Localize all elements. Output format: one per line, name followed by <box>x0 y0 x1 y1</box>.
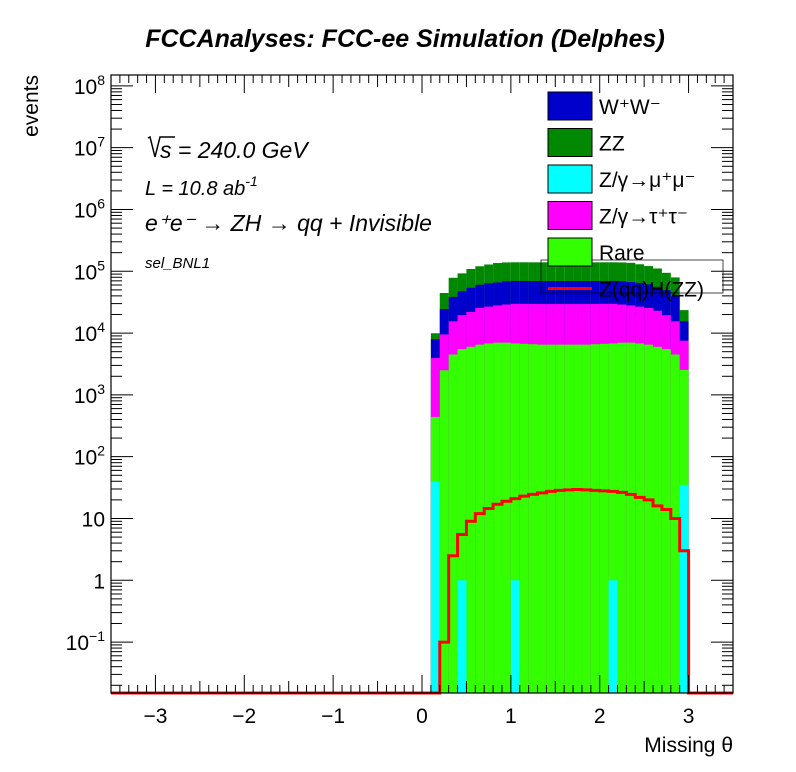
y-tick-label: 10 <box>82 508 105 531</box>
hist-bar <box>555 344 565 693</box>
hist-bar <box>626 342 636 693</box>
selection-annotation: sel_BNL1 <box>145 255 210 272</box>
lumi-annotation: L = 10.8 ab-1 <box>145 173 258 200</box>
hist-bar <box>439 370 449 693</box>
hist-bar <box>617 342 627 693</box>
hist-bar <box>493 342 502 693</box>
hist-bar <box>510 580 520 693</box>
y-tick-label: 102 <box>74 443 105 470</box>
hist-bar <box>644 344 654 693</box>
signal-line <box>111 487 733 695</box>
legend: W⁺W⁻ ZZ Z/γ→μ⁺μ⁻ Z/γ→τ⁺τ⁻ Rare Z(qq)H(ZZ) <box>540 91 724 302</box>
hist-bar <box>528 344 538 693</box>
hist-bar <box>679 484 689 693</box>
y-axis-label: events <box>20 75 43 137</box>
x-tick-label: 2 <box>594 705 606 728</box>
hist-bar <box>608 580 618 693</box>
sqrt-symbol-bar <box>147 135 175 158</box>
series-0 <box>430 481 689 693</box>
hist-bar <box>501 342 511 693</box>
legend-entry: Z(qq)H(ZZ) <box>548 279 704 302</box>
x-tick-label: −3 <box>143 705 167 728</box>
legend-swatch <box>547 91 593 121</box>
x-tick-label: −2 <box>232 705 256 728</box>
legend-label: Rare <box>599 242 645 265</box>
hist-bar <box>484 343 494 693</box>
hist-bar <box>519 343 529 693</box>
hist-bar <box>457 580 467 693</box>
y-tick-label: 108 <box>74 72 105 99</box>
hist-bar <box>448 354 458 693</box>
hist-bar <box>537 344 547 693</box>
hist-bar <box>475 344 485 693</box>
legend-label: Z/γ→μ⁺μ⁻ <box>599 169 696 192</box>
hist-bar <box>590 344 600 693</box>
legend-swatch <box>547 237 593 267</box>
hist-bar <box>653 346 662 693</box>
legend-entry: Z/γ→μ⁺μ⁻ <box>547 164 696 194</box>
hist-bar <box>599 343 609 693</box>
signal-step-line-0 <box>111 487 733 695</box>
legend-swatch <box>547 164 593 194</box>
hist-bar <box>430 481 440 693</box>
legend-label: W⁺W⁻ <box>599 96 661 119</box>
legend-label: Z/γ→τ⁺τ⁻ <box>599 206 688 229</box>
y-tick-label: 104 <box>74 319 105 346</box>
sqrt-s-annotation: s = 240.0 GeV <box>160 137 310 163</box>
annotations: s = 240.0 GeV L = 10.8 ab-1 e⁺e⁻ → ZH → … <box>145 135 432 272</box>
hist-bar <box>546 344 556 693</box>
lumi-exp: -1 <box>245 173 257 189</box>
series-1 <box>430 342 689 693</box>
hist-bar <box>510 343 520 693</box>
hist-bar <box>573 344 582 693</box>
hist-bar <box>457 349 467 693</box>
y-tick-label: 1 <box>93 570 105 593</box>
legend-label: Z(qq)H(ZZ) <box>599 279 704 302</box>
legend-swatch <box>547 128 593 157</box>
legend-entry: Rare <box>547 237 645 267</box>
y-tick-label: 106 <box>74 195 105 222</box>
hist-bar <box>581 344 591 693</box>
legend-entry: ZZ <box>547 128 625 157</box>
x-axis-label: Missing θ <box>644 734 733 757</box>
legend-frame <box>540 259 724 294</box>
hist-bar <box>608 343 618 693</box>
hist-bar <box>661 349 671 693</box>
x-axis-ticks: −3 −2 −1 0 1 2 3 <box>110 75 734 728</box>
y-tick-label: 107 <box>74 134 105 161</box>
lumi-prefix: L = 10.8 ab <box>145 178 245 200</box>
x-tick-label: −1 <box>321 705 345 728</box>
hist-bar <box>635 343 645 693</box>
y-tick-label: 103 <box>74 381 105 408</box>
hist-bar <box>670 354 680 693</box>
hist-bar <box>564 344 574 693</box>
legend-entry: Z/γ→τ⁺τ⁻ <box>547 201 688 230</box>
chart-title: FCCAnalyses: FCC-ee Simulation (Delphes) <box>145 25 665 53</box>
x-tick-label: 0 <box>416 705 428 728</box>
x-tick-label: 3 <box>683 705 695 728</box>
stacked-histograms <box>430 262 689 693</box>
plot-area: −3 −2 −1 0 1 2 3 10−1 1 10 102 103 104 105 106 107 108 <box>66 72 734 728</box>
legend-label: ZZ <box>599 133 625 156</box>
legend-entry: W⁺W⁻ <box>547 91 661 121</box>
legend-swatch <box>547 201 593 230</box>
process-annotation: e⁺e⁻ → ZH → qq + Invisible <box>145 210 432 236</box>
x-tick-label: 1 <box>505 705 517 728</box>
y-tick-label: 10−1 <box>66 628 106 655</box>
y-tick-label: 105 <box>74 257 105 284</box>
y-axis-ticks: 10−1 1 10 102 103 104 105 106 107 108 <box>66 72 733 686</box>
